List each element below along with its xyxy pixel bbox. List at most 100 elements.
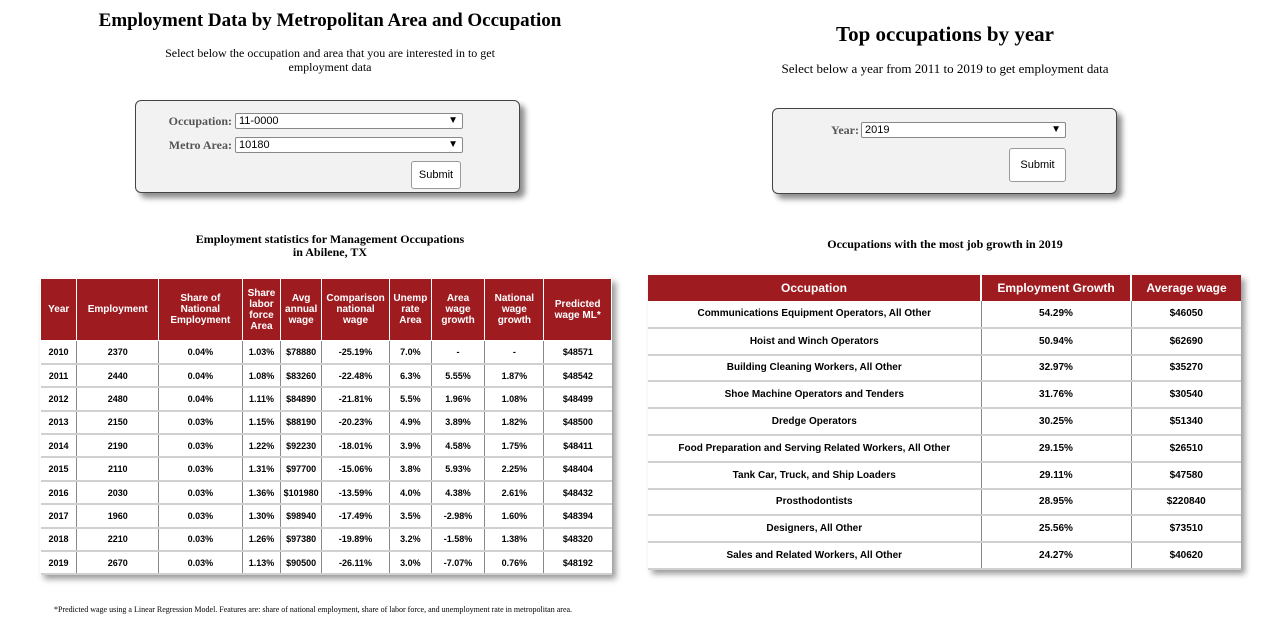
table-cell: -1.58%: [431, 527, 486, 553]
table-cell: 30.25%: [981, 408, 1132, 436]
occupations-table-caption: Occupations with the most job growth in …: [827, 237, 1063, 251]
page-subtitle: Select below the occupation and area tha…: [165, 46, 495, 74]
table-cell: Dredge Operators: [648, 408, 982, 436]
table-cell: 2012: [40, 387, 78, 412]
table-caption-line1: Employment statistics for Management Occ…: [195, 232, 465, 246]
table-cell: 2670: [76, 551, 159, 576]
table-cell: 2019: [40, 551, 78, 576]
table-cell: $40620: [1131, 542, 1241, 570]
table-cell: 0.03%: [158, 480, 243, 506]
table-cell: $48499: [543, 387, 612, 412]
column-header: Area wage growth: [430, 278, 486, 341]
table-cell: 2210: [76, 527, 159, 553]
table-caption-line2: in Abilene, TX: [292, 245, 368, 259]
table-cell: -17.49%: [321, 504, 390, 529]
table-cell: $220840: [1131, 488, 1241, 517]
table-cell: $101980: [280, 480, 323, 506]
table-cell: $30540: [1131, 381, 1241, 410]
table-cell: 1.38%: [484, 527, 545, 553]
table-cell: -13.59%: [321, 480, 390, 506]
table-cell: 4.58%: [431, 434, 486, 459]
table-cell: $48411: [543, 434, 612, 459]
column-header: Unemp rate Area: [389, 278, 432, 341]
table-cell: 3.5%: [389, 504, 432, 529]
table-cell: 2016: [40, 480, 78, 506]
table-cell: $48432: [543, 480, 612, 506]
occupations-table-container: Occupation Employment Growth Average wage …: [648, 275, 1241, 570]
table-cell: 0.04%: [158, 387, 243, 412]
table-cell: 1.08%: [242, 363, 282, 389]
table-cell: $47580: [1131, 461, 1241, 490]
table-cell: 2013: [40, 410, 78, 436]
table-cell: $48571: [543, 340, 612, 365]
table-cell: 2030: [76, 480, 159, 506]
table-cell: -26.11%: [321, 551, 390, 576]
table-cell: 0.03%: [158, 434, 243, 459]
employment-data-panel: Employment Data by Metropolitan Area and…: [30, 0, 630, 614]
table-cell: 1.30%: [242, 504, 282, 529]
table-cell: 2018: [40, 527, 78, 553]
table-cell: 2370: [76, 340, 159, 365]
table-cell: -19.89%: [321, 527, 390, 553]
table-cell: -15.06%: [321, 457, 390, 482]
year-value: 2019: [865, 124, 890, 136]
table-cell: 0.03%: [158, 527, 243, 553]
table-cell: 0.04%: [158, 340, 243, 365]
column-header: Occupation: [648, 275, 982, 301]
occupation-value: 11-0000: [239, 115, 279, 127]
top-occupations-subtitle: Select below a year from 2011 to 2019 to…: [781, 61, 1109, 76]
table-cell: Sales and Related Workers, All Other: [648, 542, 982, 570]
table-row: Sales and Related Workers, All Other 24.2…: [648, 542, 1241, 570]
metro-area-select[interactable]: 10180 ▼: [235, 137, 463, 153]
occupation-select[interactable]: 11-0000 ▼: [235, 113, 463, 129]
table-cell: 2150: [76, 410, 159, 436]
table-cell: 29.11%: [981, 461, 1132, 490]
caret-down-icon: ▼: [448, 139, 458, 150]
table-cell: 29.15%: [981, 434, 1132, 463]
table-cell: 50.94%: [981, 327, 1132, 356]
table-cell: -2.98%: [431, 504, 486, 529]
table-cell: 2480: [76, 387, 159, 412]
occupation-area-form: Occupation: 11-0000 ▼ Metro Area: 10180 …: [135, 100, 520, 193]
column-header: Share of National Employment: [158, 278, 243, 341]
table-cell: 1.22%: [242, 434, 282, 459]
table-cell: 24.27%: [981, 542, 1132, 570]
table-cell: $48404: [543, 457, 612, 482]
table-cell: 3.89%: [431, 410, 486, 436]
table-cell: 5.93%: [431, 457, 486, 482]
table-cell: $73510: [1131, 515, 1241, 544]
table-row: Prosthodontists 28.95% $220840: [648, 488, 1241, 517]
table-cell: 1960: [76, 504, 159, 529]
top-occupations-table: Occupation Employment Growth Average wage …: [648, 275, 1241, 570]
table-cell: 1.31%: [242, 457, 282, 482]
table-cell: 25.56%: [981, 515, 1132, 544]
table-cell: $97380: [280, 527, 323, 553]
table-row: Shoe Machine Operators and Tenders 31.76%…: [648, 381, 1241, 410]
table-cell: 0.04%: [158, 363, 243, 389]
table-row: 2010 2370 0.04% 1.03% $78880 -25.19% 7.0% - - $48…: [40, 340, 612, 365]
table-cell: $62690: [1131, 327, 1241, 356]
table-cell: 2010: [40, 340, 78, 365]
submit-button[interactable]: Submit: [411, 161, 461, 189]
year-submit-button[interactable]: Submit: [1009, 148, 1066, 182]
table-cell: 3.9%: [389, 434, 432, 459]
table-cell: 4.38%: [431, 480, 486, 506]
table-cell: $98940: [280, 504, 323, 529]
table-cell: 1.60%: [484, 504, 545, 529]
column-header: Average wage: [1131, 275, 1241, 301]
table-cell: 32.97%: [981, 354, 1132, 383]
year-select[interactable]: 2019 ▼: [861, 122, 1066, 138]
caret-down-icon: ▼: [448, 115, 458, 126]
table-row: Designers, All Other 25.56% $73510: [648, 515, 1241, 544]
table-cell: $48542: [543, 363, 612, 389]
table-cell: 2110: [76, 457, 159, 482]
table-cell: Communications Equipment Operators, All …: [648, 301, 982, 329]
table-cell: 2017: [40, 504, 78, 529]
column-header: Year: [39, 278, 78, 341]
table-cell: 1.96%: [431, 387, 486, 412]
occupation-label: Occupation:: [168, 113, 232, 128]
table-cell: 0.03%: [158, 504, 243, 529]
table-cell: 54.29%: [981, 301, 1132, 329]
table-row: 2014 2190 0.03% 1.22% $92230 -18.01% 3.9% 4.58%…: [40, 434, 612, 459]
table-cell: $48394: [543, 504, 612, 529]
